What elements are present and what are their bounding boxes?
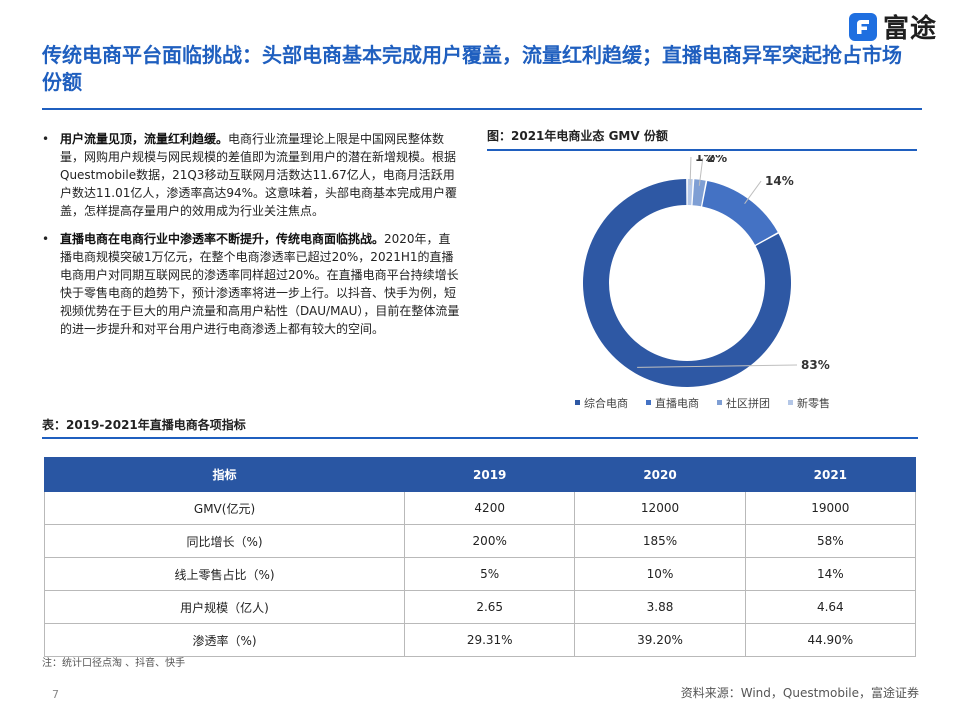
table-row: 同比增长（%) 200% 185% 58% [43,524,917,558]
table-title: 表：2019-2021年直播电商各项指标 [42,418,246,432]
table-cell: 5% [404,557,576,591]
table-cell: 10% [574,557,746,591]
leader-line [744,180,762,205]
figure-divider [487,149,917,151]
table-cell: 200% [404,524,576,558]
page-title: 传统电商平台面临挑战：头部电商基本完成用户覆盖，流量红利趋缓；直播电商异军突起抢… [42,43,902,94]
leader-line [698,157,704,186]
table-cell: 4.64 [744,590,917,624]
legend-swatch [575,400,580,405]
table-cell: 29.31% [404,623,576,657]
bullet-body: 电商行业流量理论上限是中国网民整体数量，网购用户规模与网民规模的差值即为流量到用… [60,132,458,218]
legend-label: 综合电商 [584,396,628,410]
source-line: 资料来源：Wind，Questmobile，富途证券 [680,686,919,700]
table-cell: 19000 [744,491,917,525]
table-row: 用户规模（亿人) 2.65 3.88 4.64 [43,590,917,624]
brand-name: 富途 [882,14,937,44]
bullet-marker: • [42,132,50,146]
legend-swatch [788,400,793,405]
header-cell: 2019 [404,457,576,492]
data-label: 14% [765,174,794,188]
bullet-marker: • [42,232,50,246]
bullet-item: • 用户流量见顶，流量红利趋缓。电商行业流量理论上限是中国网民整体数量，网购用户… [42,130,462,220]
bullet-list: • 用户流量见顶，流量红利趋缓。电商行业流量理论上限是中国网民整体数量，网购用户… [42,130,462,348]
table-cell: 185% [574,524,746,558]
table-cell: 同比增长（%) [43,524,406,558]
table-cell: 线上零售占比（%) [43,557,406,591]
bullet-lead: 直播电商在电商行业中渗透率不断提升，传统电商面临挑战。 [60,232,385,246]
table-cell: 12000 [574,491,746,525]
legend-swatch [717,400,722,405]
legend-label: 直播电商 [655,396,699,410]
bullet-item: • 直播电商在电商行业中渗透率不断提升，传统电商面临挑战。2020年，直播电商规… [42,230,462,338]
table-cell: 44.90% [744,623,917,657]
data-label: 2% [707,155,727,165]
header-cell: 2020 [574,457,746,492]
table-row: 线上零售占比（%) 5% 10% 14% [43,557,917,591]
table-note: 注：统计口径点淘 、抖音、快手 [42,658,186,669]
metrics-table: 指标 2019 2020 2021 GMV(亿元) 4200 12000 190… [43,457,917,657]
gmv-donut-chart: 83% 14% 2%1% 综合电商 直播电商 社区拼团 新零售 [575,155,830,410]
table-cell: 58% [744,524,917,558]
brand-logo: 富途 [848,8,937,45]
legend-label: 新零售 [797,396,830,410]
bullet-lead: 用户流量见顶，流量红利趋缓。 [60,132,229,146]
donut-slice-live [702,181,778,245]
table-cell: 3.88 [574,590,746,624]
table-row: 渗透率（%) 29.31% 39.20% 44.90% [43,623,917,657]
data-label: 83% [801,358,830,372]
title-divider [42,108,922,110]
table-cell: GMV(亿元) [43,491,406,525]
figure-title: 图：2021年电商业态 GMV 份额 [487,129,668,143]
table-cell: 渗透率（%) [43,623,406,657]
table-cell: 2.65 [404,590,576,624]
table-header-row: 指标 2019 2020 2021 [43,457,917,492]
table-divider [42,437,918,439]
bullet-body: 2020年，直播电商规模突破1万亿元，在整个电商渗透率已超过20%，2021H1… [60,232,460,336]
data-label: 1% [695,155,715,164]
table-cell: 4200 [404,491,576,525]
table-cell: 39.20% [574,623,746,657]
legend-label: 社区拼团 [726,396,770,410]
table-cell: 用户规模（亿人) [43,590,406,624]
leader-line [689,157,692,186]
header-cell: 2021 [744,457,917,492]
page-number: 7 [52,688,59,701]
leader-line [637,364,798,368]
header-cell: 指标 [43,457,406,492]
table-cell: 14% [744,557,917,591]
donut-slice-new-retail [687,179,693,206]
futu-logo-icon [848,12,877,41]
table-row: GMV(亿元) 4200 12000 19000 [43,491,917,525]
legend-swatch [646,400,651,405]
donut-slice-community [692,179,706,207]
